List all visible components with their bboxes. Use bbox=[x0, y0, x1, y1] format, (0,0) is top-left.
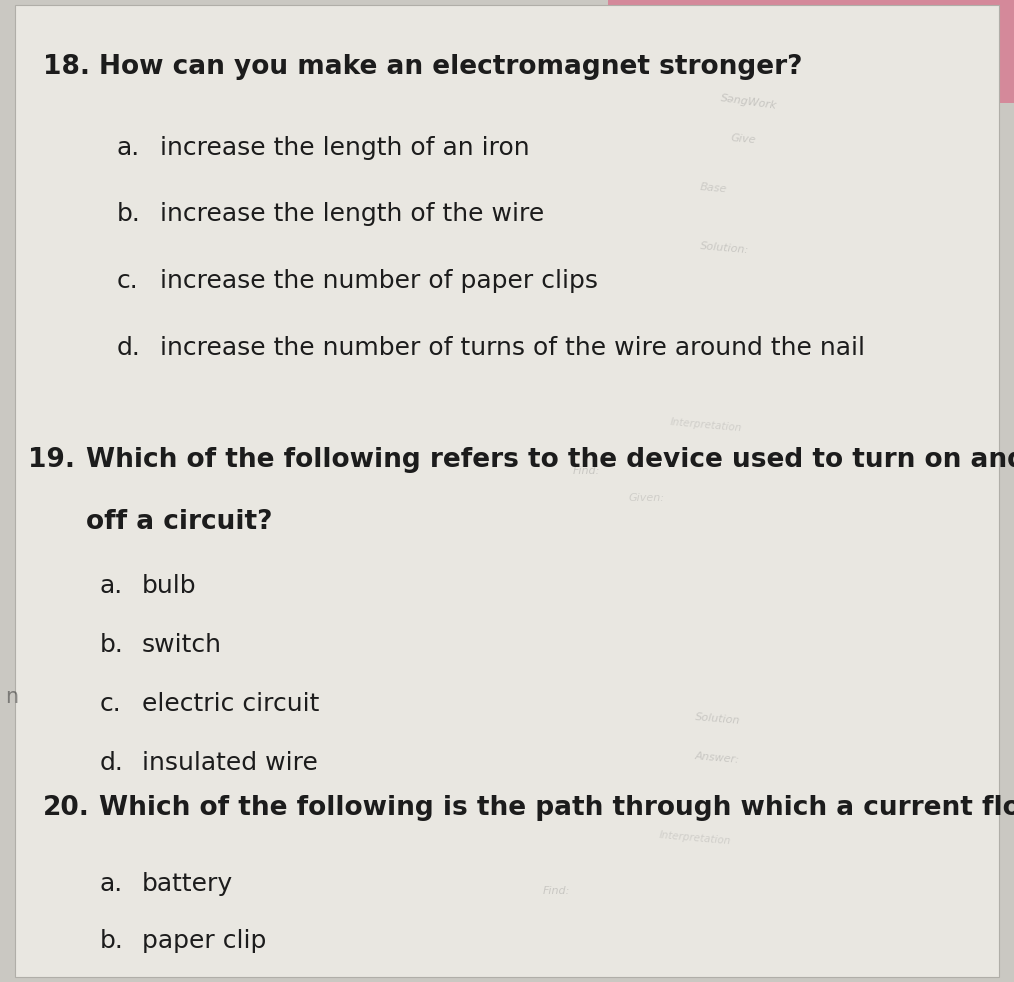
Text: insulated wire: insulated wire bbox=[142, 751, 317, 775]
Text: a.: a. bbox=[99, 574, 123, 598]
Text: d.: d. bbox=[99, 751, 124, 775]
Text: bulb: bulb bbox=[142, 574, 197, 598]
Text: Given:: Given: bbox=[629, 493, 665, 503]
Text: Find:: Find: bbox=[542, 886, 570, 896]
Text: Answer:: Answer: bbox=[695, 751, 740, 765]
Text: How can you make an electromagnet stronger?: How can you make an electromagnet strong… bbox=[99, 54, 803, 80]
Text: off a circuit?: off a circuit? bbox=[86, 509, 273, 534]
Text: switch: switch bbox=[142, 633, 222, 657]
Text: b.: b. bbox=[117, 202, 141, 226]
Text: increase the number of paper clips: increase the number of paper clips bbox=[160, 269, 598, 293]
Text: c.: c. bbox=[99, 692, 121, 716]
Text: c.: c. bbox=[117, 269, 138, 293]
Text: SəngWork: SəngWork bbox=[720, 93, 778, 111]
Text: electric circuit: electric circuit bbox=[142, 692, 319, 716]
Text: n: n bbox=[5, 687, 18, 707]
Text: b.: b. bbox=[99, 929, 124, 953]
Text: battery: battery bbox=[142, 872, 233, 896]
Text: increase the length of an iron: increase the length of an iron bbox=[160, 136, 530, 159]
Text: b.: b. bbox=[99, 633, 124, 657]
Text: Solution:: Solution: bbox=[700, 241, 749, 254]
Text: Solution: Solution bbox=[695, 712, 740, 726]
Text: Which of the following is the path through which a current flows?: Which of the following is the path throu… bbox=[99, 795, 1014, 821]
Bar bbox=[608, 0, 1014, 103]
Text: paper clip: paper clip bbox=[142, 929, 267, 953]
Text: 19.: 19. bbox=[28, 447, 75, 472]
Text: a.: a. bbox=[117, 136, 140, 159]
Text: 20.: 20. bbox=[43, 795, 89, 821]
Text: Base: Base bbox=[700, 182, 728, 194]
Text: increase the length of the wire: increase the length of the wire bbox=[160, 202, 545, 226]
Text: Interpretation: Interpretation bbox=[669, 417, 742, 434]
Text: Give: Give bbox=[730, 133, 756, 144]
Text: Which of the following refers to the device used to turn on and: Which of the following refers to the dev… bbox=[86, 447, 1014, 472]
Text: 18.: 18. bbox=[43, 54, 89, 80]
Text: increase the number of turns of the wire around the nail: increase the number of turns of the wire… bbox=[160, 336, 865, 359]
Text: Find:: Find: bbox=[573, 466, 600, 476]
Text: d.: d. bbox=[117, 336, 141, 359]
Text: a.: a. bbox=[99, 872, 123, 896]
Text: Interpretation: Interpretation bbox=[659, 830, 732, 846]
